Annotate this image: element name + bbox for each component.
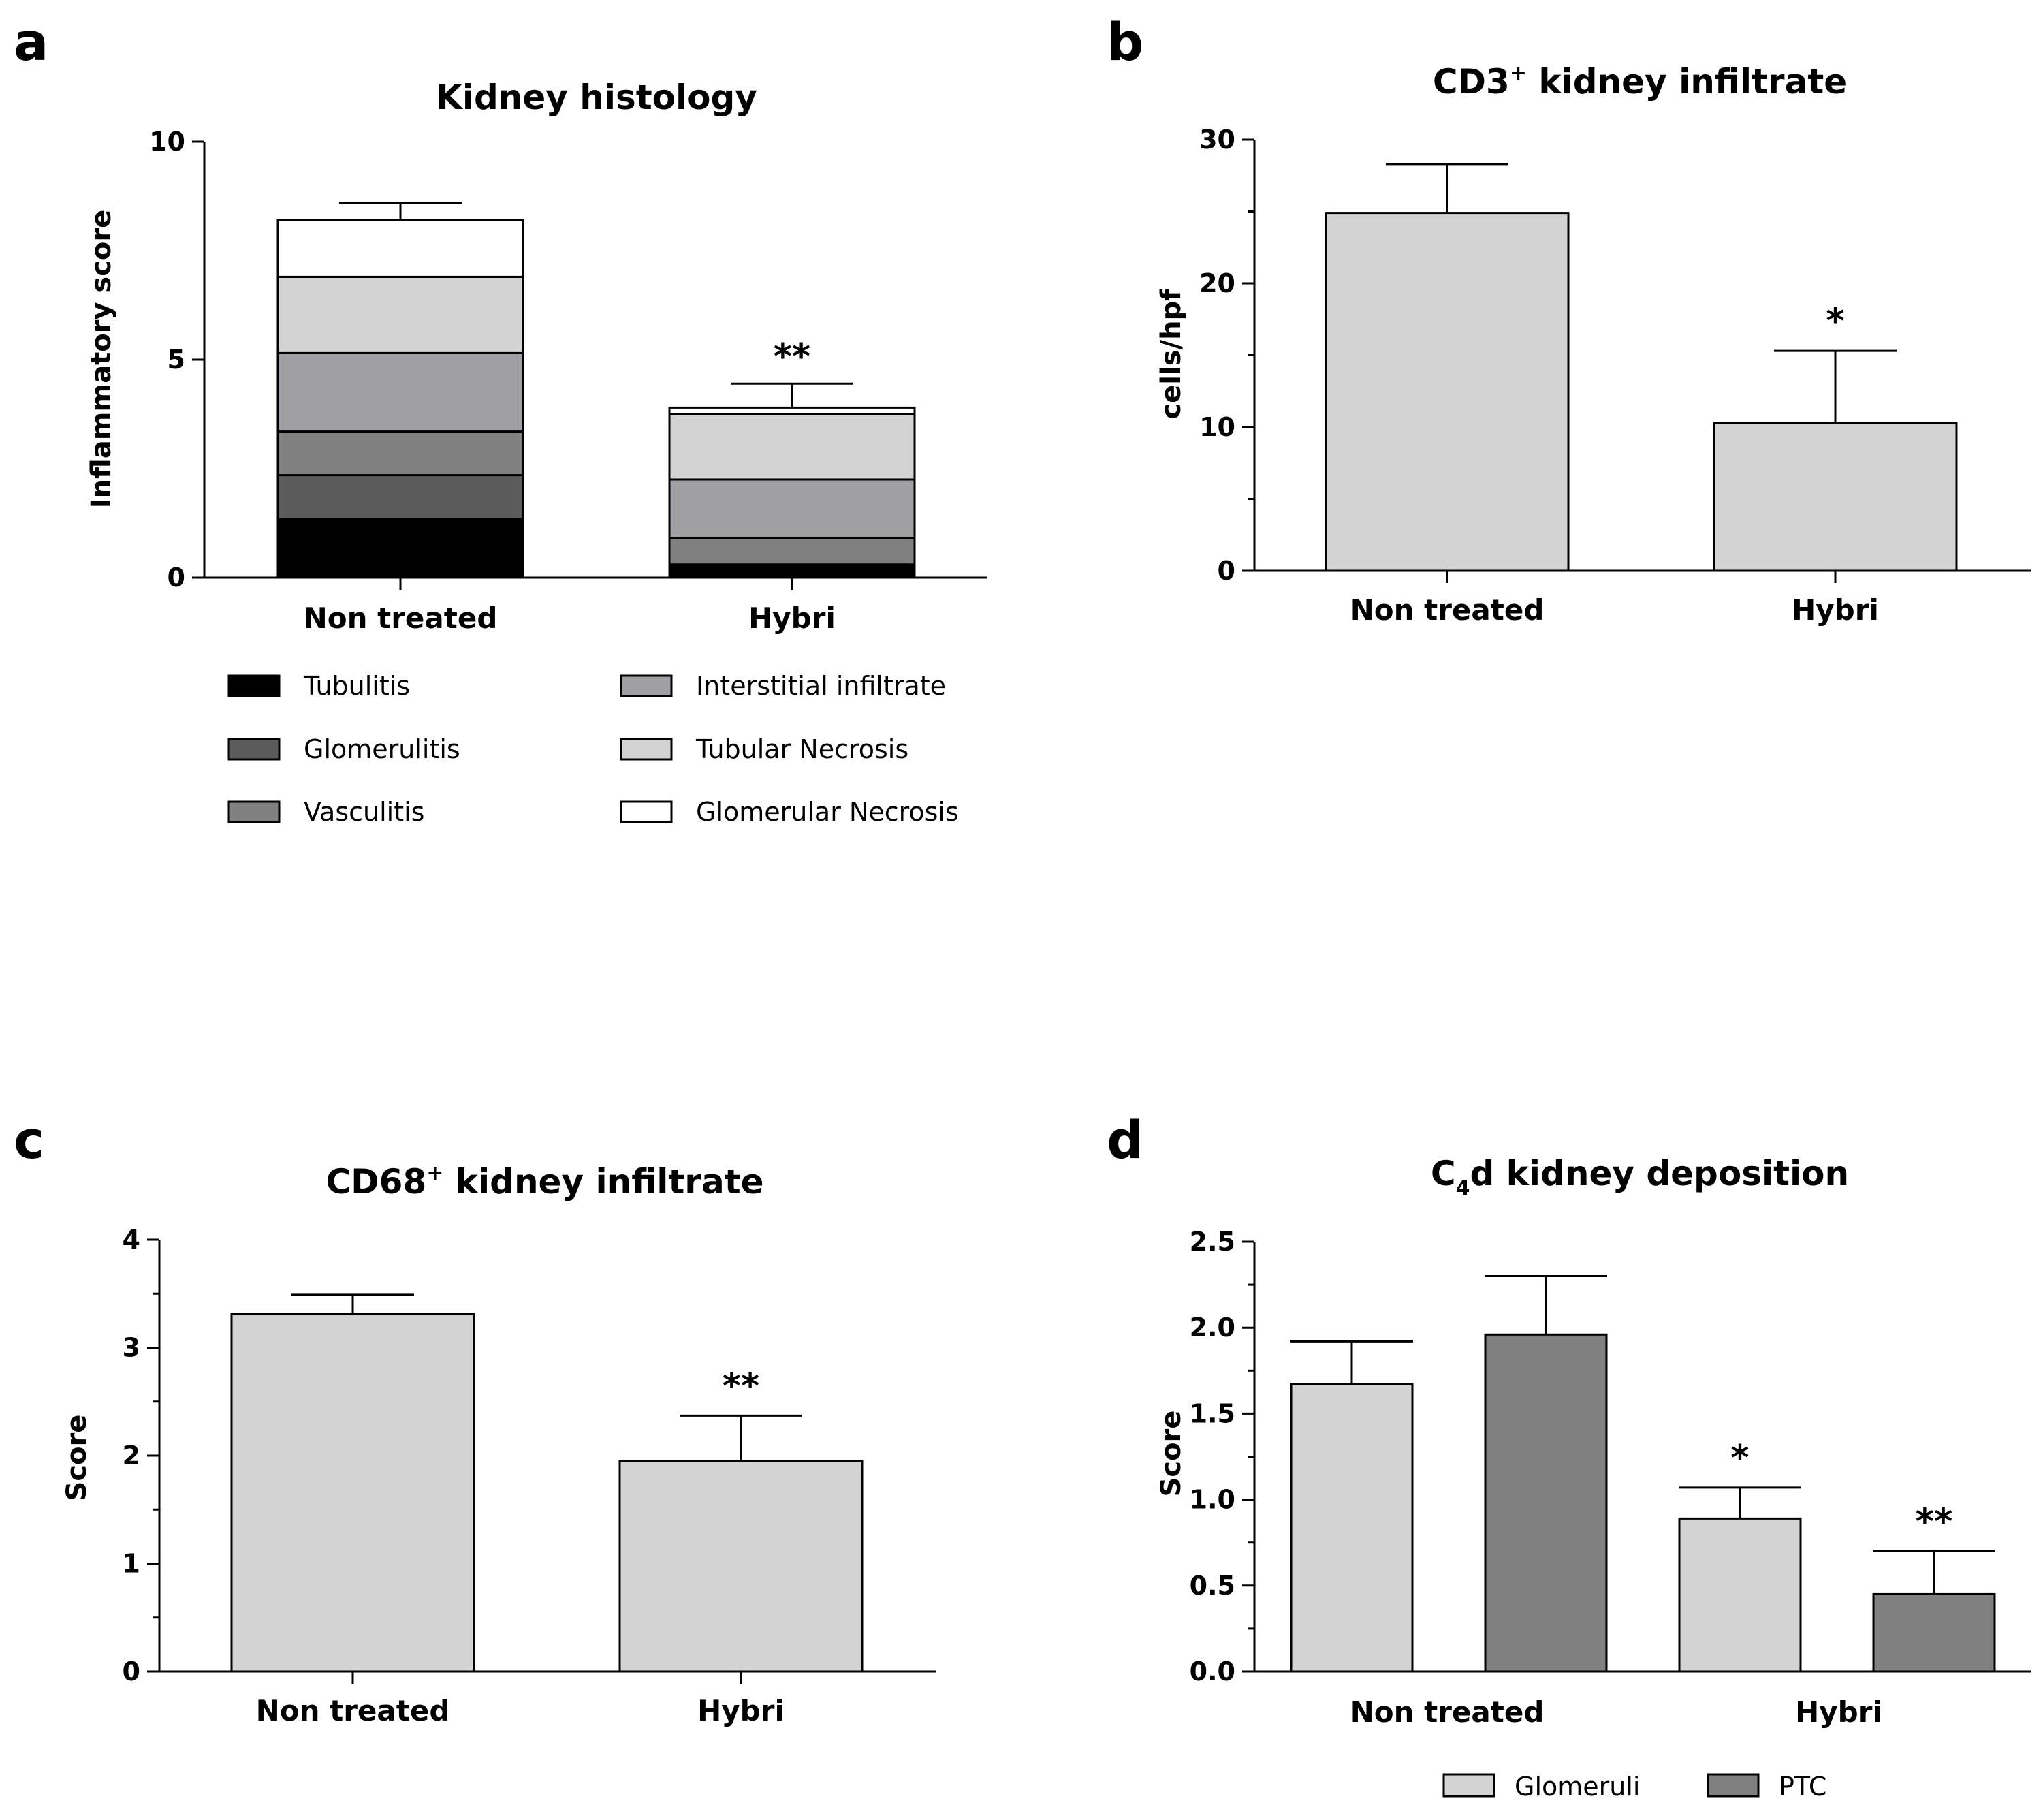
- chart-c-title-rest: kidney infiltrate: [443, 1162, 763, 1202]
- chart-c-category-label: Non treated: [256, 1694, 450, 1727]
- chart-c-title-main: CD68: [326, 1162, 426, 1202]
- chart-b-bar: [1325, 212, 1570, 572]
- chart-a-legend-label: Vasculitis: [304, 797, 424, 827]
- chart-c-ylabel: Score: [61, 1415, 93, 1501]
- chart-a-title: Kidney histology: [436, 78, 757, 117]
- chart-c-y-tick-label: 0: [123, 1657, 140, 1686]
- chart-c-title-sup: +: [426, 1161, 443, 1185]
- chart-c-y-tick-label: 1: [123, 1549, 140, 1579]
- chart-d-y-tick-label: 1.0: [1190, 1485, 1235, 1515]
- chart-panel-b: CD3+ kidney infiltrate cells/hpf 0 10 20 30…: [1156, 61, 2031, 627]
- chart-a-y-tick-label: 0: [168, 563, 185, 593]
- chart-a-significance: **: [774, 336, 810, 377]
- chart-b-y-tick-label: 30: [1199, 125, 1235, 155]
- chart-c-bar: [230, 1313, 475, 1673]
- chart-a-legend-label: Glomerular Necrosis: [696, 797, 959, 827]
- chart-a-legend-swatch: [620, 738, 673, 761]
- chart-a-legend: Tubulitis Glomerulitis Vasculitis Interstit…: [227, 671, 959, 827]
- chart-b-title-rest: kidney infiltrate: [1527, 62, 1847, 101]
- chart-d-y-tick-label: 0.0: [1190, 1657, 1235, 1686]
- chart-b-y-tick-label: 10: [1199, 412, 1235, 442]
- chart-a-bar-segment: [276, 474, 524, 520]
- chart-a-bar-segment: [668, 537, 916, 566]
- chart-d-bar: [1484, 1333, 1608, 1673]
- chart-a-bar-segment: [668, 413, 916, 481]
- chart-b-y-tick-label: 0: [1218, 556, 1235, 586]
- chart-b-title: CD3+ kidney infiltrate: [1433, 61, 1847, 101]
- chart-d-legend-label: PTC: [1779, 1772, 1826, 1802]
- chart-c-significance: **: [723, 1366, 759, 1407]
- chart-d-ylabel: Score: [1156, 1411, 1187, 1497]
- chart-d-category-label: Non treated: [1350, 1695, 1545, 1729]
- chart-d-significance: **: [1916, 1501, 1952, 1542]
- chart-panel-c: CD68+ kidney infiltrate Score 0 1 2 3 4 Non t…: [61, 1161, 936, 1727]
- chart-d-bar: [1678, 1517, 1802, 1673]
- chart-d-title-sub: 4: [1456, 1176, 1470, 1200]
- chart-b-bar: [1713, 422, 1958, 572]
- chart-a-legend-swatch: [227, 674, 281, 697]
- chart-a-bar-segment: [276, 275, 524, 354]
- chart-a-bar-segment: [276, 219, 524, 278]
- panel-letter-c: c: [14, 1110, 44, 1170]
- chart-d-y-tick-label: 0.5: [1190, 1571, 1235, 1601]
- chart-d-y-tick-label: 2.5: [1190, 1227, 1235, 1257]
- chart-b-ylabel: cells/hpf: [1156, 289, 1187, 420]
- chart-d-title-main: C: [1431, 1154, 1456, 1193]
- chart-a-bar-segment: [668, 406, 916, 415]
- chart-c-category-label: Hybri: [697, 1694, 785, 1727]
- chart-a-bar-segment: [276, 430, 524, 477]
- chart-d-bar: [1872, 1592, 1996, 1673]
- panel-letter-b: b: [1107, 12, 1143, 72]
- chart-b-category-label: Non treated: [1350, 593, 1545, 627]
- chart-a-legend-swatch: [620, 800, 673, 823]
- panel-letter-a: a: [14, 12, 48, 72]
- chart-a-category-label: Hybri: [748, 601, 836, 635]
- chart-c-y-tick-label: 2: [123, 1441, 140, 1471]
- chart-d-legend-label: Glomeruli: [1515, 1772, 1640, 1802]
- chart-a-bar-segment: [276, 351, 524, 433]
- chart-d-significance: *: [1730, 1438, 1749, 1479]
- chart-d-legend-swatch: [1442, 1773, 1495, 1798]
- chart-d-bar: [1290, 1383, 1414, 1673]
- chart-d-title-rest: d kidney deposition: [1470, 1154, 1849, 1193]
- chart-a-y-tick-label: 10: [149, 127, 185, 157]
- chart-a-y-tick-label: 5: [168, 345, 185, 375]
- chart-c-title: CD68+ kidney infiltrate: [326, 1161, 763, 1202]
- panel-letter-d: d: [1107, 1110, 1143, 1170]
- chart-b-title-main: CD3: [1433, 62, 1510, 101]
- chart-a-legend-label: Tubulitis: [303, 671, 410, 701]
- chart-b-title-sup: +: [1510, 61, 1527, 85]
- chart-b-significance: *: [1826, 301, 1844, 342]
- chart-b-category-label: Hybri: [1792, 593, 1879, 627]
- chart-a-legend-swatch: [227, 800, 281, 823]
- chart-d-title: C4d kidney deposition: [1431, 1154, 1849, 1200]
- chart-a-legend-label: Tubular Necrosis: [695, 734, 908, 764]
- chart-c-y-tick-label: 3: [123, 1333, 140, 1363]
- chart-d-legend-swatch: [1707, 1773, 1760, 1798]
- chart-d-legend: Glomeruli PTC: [1442, 1772, 1826, 1802]
- chart-a-bar-segment: [668, 478, 916, 539]
- chart-c-y-tick-label: 4: [123, 1225, 140, 1255]
- chart-a-bar-segment: [276, 518, 524, 579]
- chart-a-legend-swatch: [620, 674, 673, 697]
- chart-a-bar-segment: [668, 563, 916, 579]
- chart-a-legend-label: Glomerulitis: [304, 734, 460, 764]
- chart-d-y-tick-label: 2.0: [1190, 1313, 1235, 1343]
- chart-panel-d: C4d kidney deposition Score 0.0 0.5 1.0 1.5…: [1156, 1154, 2031, 1802]
- chart-a-legend-label: Interstitial infiltrate: [696, 671, 946, 701]
- chart-c-bar: [618, 1460, 864, 1673]
- chart-d-y-tick-label: 1.5: [1190, 1398, 1235, 1428]
- chart-a-legend-swatch: [227, 738, 281, 761]
- chart-panel-a: Kidney histology Inflammatory score 0 5 10…: [86, 78, 987, 827]
- chart-b-y-tick-label: 20: [1199, 268, 1235, 298]
- chart-d-category-label: Hybri: [1795, 1695, 1882, 1729]
- chart-a-category-label: Non treated: [304, 601, 498, 635]
- chart-a-ylabel: Inflammatory score: [86, 210, 117, 509]
